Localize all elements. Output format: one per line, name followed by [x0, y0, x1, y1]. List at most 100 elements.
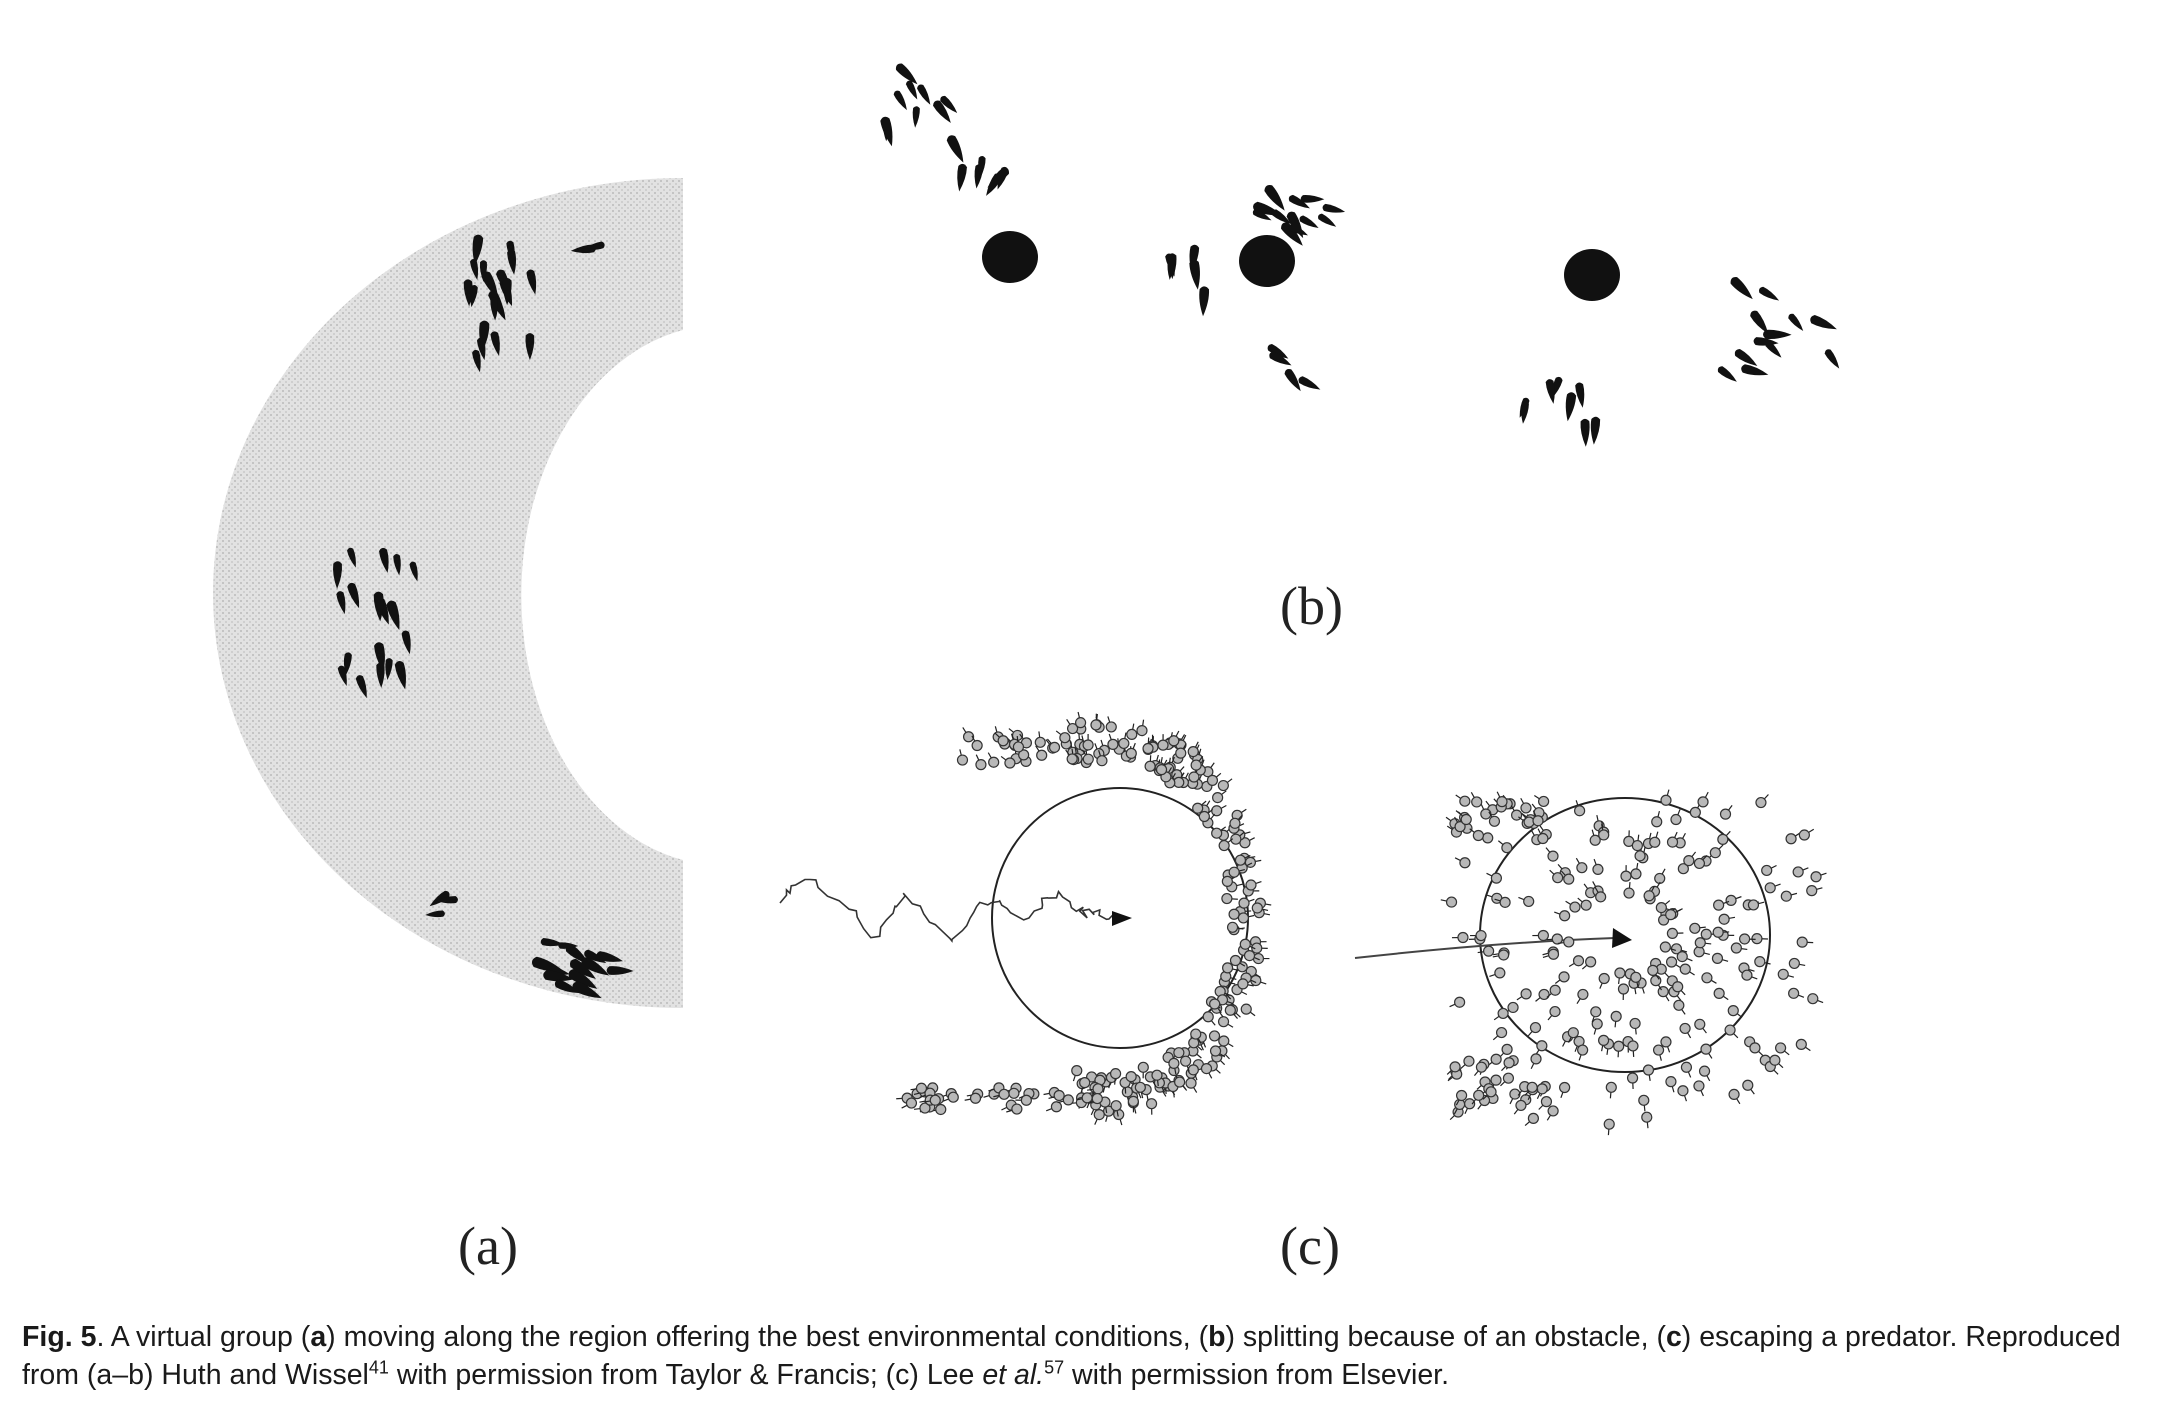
caption-ref-c: c [1665, 1321, 1682, 1353]
prey-agent [994, 732, 1009, 747]
prey-agent [942, 1091, 959, 1103]
prey-agent [1698, 1065, 1711, 1082]
prey-agent [1486, 872, 1502, 884]
prey-agent [1713, 899, 1730, 911]
fish-marker [1765, 341, 1782, 358]
prey-agent [1810, 871, 1827, 883]
fish-marker [1168, 253, 1177, 280]
fish-marker [374, 642, 385, 672]
prey-agent [1806, 885, 1823, 897]
prey-agent [1244, 856, 1262, 868]
prey-agent [1742, 1079, 1755, 1095]
prey-agent [1530, 1053, 1542, 1069]
fish-marker [1286, 211, 1304, 239]
prey-agent [1626, 1072, 1639, 1090]
prey-agent [1055, 730, 1071, 744]
fish-marker [373, 591, 384, 622]
fish-marker [1267, 344, 1289, 359]
prey-agent [1694, 1018, 1707, 1034]
prey-agent [1537, 828, 1549, 845]
fish-marker [469, 258, 479, 280]
prey-agent [1118, 732, 1130, 750]
fish-marker [1299, 215, 1319, 229]
prey-agent [1229, 814, 1243, 829]
prey-agent [1749, 1042, 1764, 1056]
fish-marker [1753, 337, 1779, 346]
fish-marker [393, 554, 401, 576]
prey-agent [1187, 741, 1199, 758]
prey-agent [1741, 969, 1758, 981]
prey-agent [1240, 1003, 1256, 1017]
prey-agent [1198, 808, 1214, 823]
prey-agent [1546, 984, 1561, 998]
prey-agent [1683, 851, 1697, 867]
caption-ref-a: a [310, 1321, 327, 1353]
prey-agent [956, 749, 969, 766]
prey-agent [1168, 730, 1180, 747]
prey-agent [1638, 1094, 1650, 1112]
prey-agent [1221, 892, 1238, 905]
prey-agent [1747, 899, 1765, 911]
fish-marker [386, 600, 400, 631]
prey-agent [1081, 749, 1094, 765]
prey-agent [1788, 987, 1805, 999]
fish-marker [1298, 376, 1321, 390]
predator-2-arrow-icon [1612, 928, 1632, 948]
prey-agent [993, 1088, 1010, 1100]
panel-b-illustration [880, 63, 1840, 447]
prey-agent [1724, 1024, 1739, 1039]
prey-agent [1689, 922, 1706, 934]
prey-agent [1136, 719, 1148, 737]
panel-a-illustration [213, 178, 683, 1008]
fish-marker [472, 349, 481, 373]
panel-c-agent-group [896, 711, 1827, 1136]
prey-agent [1709, 844, 1724, 859]
prey-agent [1598, 1034, 1610, 1052]
prey-agent [1594, 887, 1607, 903]
prey-agent [1499, 1043, 1513, 1058]
prey-agent [1482, 1086, 1497, 1100]
prey-agent [1157, 734, 1169, 751]
prey-agent [1795, 1038, 1811, 1052]
prey-agent [1477, 945, 1495, 957]
prey-agent [1535, 1040, 1548, 1056]
prey-agent [1455, 794, 1471, 807]
prey-agent [1520, 797, 1532, 814]
prey-agent [1212, 790, 1227, 804]
predator-trajectory-2 [1354, 937, 1616, 959]
prey-agent [1226, 921, 1244, 933]
fish-marker [893, 90, 907, 111]
prey-agent [1649, 831, 1661, 848]
prey-agent [1673, 999, 1686, 1015]
fish-marker [333, 561, 343, 589]
fish-marker [1763, 329, 1792, 340]
prey-agent [1589, 829, 1601, 846]
fish-marker [490, 331, 500, 356]
prey-agent [1725, 894, 1742, 906]
prey-agent [1470, 929, 1487, 942]
caption-citation-57: 57 [1044, 1357, 1065, 1378]
prey-agent [1096, 750, 1108, 767]
prey-agent [1457, 811, 1472, 826]
prey-agent [1230, 831, 1245, 845]
fish-marker [463, 279, 473, 307]
prey-agent [1532, 929, 1549, 942]
fish-marker [379, 547, 389, 573]
prey-agent [1679, 1022, 1692, 1039]
fish-marker [490, 297, 499, 321]
obstacle-3 [1564, 249, 1620, 301]
prey-agent [1524, 1112, 1539, 1127]
prey-agent [1469, 828, 1484, 842]
prey-agent [1581, 956, 1597, 970]
fish-marker [472, 234, 484, 265]
prey-agent [1538, 1096, 1553, 1110]
fish-marker [394, 661, 406, 690]
fish-marker [569, 958, 596, 979]
prey-agent [1751, 933, 1768, 945]
prey-agent [1486, 892, 1503, 904]
caption-text-6: with permission from Elsevier. [1064, 1359, 1450, 1391]
fish-marker [507, 249, 517, 275]
panel-a-label: (a) [458, 1216, 518, 1276]
panel-b-fish-group [880, 63, 1840, 447]
prey-agent [1192, 800, 1207, 814]
